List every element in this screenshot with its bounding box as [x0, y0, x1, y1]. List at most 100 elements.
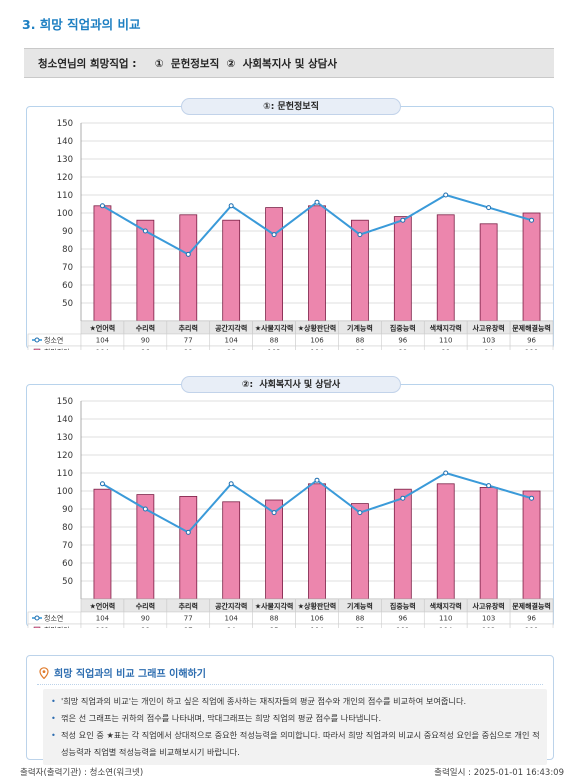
- data-label: 106: [310, 337, 324, 345]
- data-label: 110: [439, 337, 452, 345]
- legend-point-swatch: [34, 337, 40, 343]
- data-label: 101: [96, 627, 109, 629]
- bar: [522, 212, 541, 322]
- y-tick-label: 80: [62, 245, 73, 255]
- x-tick-label: 공간지각력: [215, 602, 247, 611]
- line-point: [185, 251, 191, 257]
- line-point: [185, 529, 191, 535]
- data-label: 96: [398, 615, 407, 623]
- x-tick-label: 집중능력: [390, 324, 416, 333]
- y-tick-label: 50: [62, 299, 73, 309]
- line-point: [228, 203, 234, 209]
- chart-panel-2: 50 60 70 80 90 100 110 120 130 140 150 ★언어력 수리력 추리력 공간…: [26, 384, 554, 629]
- bar: [222, 501, 241, 600]
- y-tick-label: 140: [57, 137, 73, 147]
- line-point: [142, 228, 148, 234]
- data-label: 96: [355, 349, 364, 351]
- footer-printer: 출력자(출력기관) : 청소연(워크넷): [20, 768, 144, 778]
- data-label: 104: [310, 349, 324, 351]
- data-label: 97: [184, 627, 193, 629]
- y-tick-label: 70: [62, 263, 73, 273]
- legend-point-swatch: [34, 615, 40, 621]
- data-label: 99: [184, 349, 193, 351]
- legend-bar-swatch: [33, 348, 41, 350]
- data-label: 104: [224, 615, 238, 623]
- x-tick-label: 기계능력: [347, 324, 373, 333]
- y-tick-label: 100: [57, 209, 73, 219]
- line-point: [99, 203, 105, 209]
- y-tick-label: 130: [57, 433, 73, 443]
- x-tick-label: 공간지각력: [215, 324, 247, 333]
- data-label: 88: [355, 615, 364, 623]
- data-label: 96: [227, 349, 236, 351]
- y-tick-label: 150: [57, 397, 73, 407]
- table-cell: [423, 345, 468, 350]
- data-label: 96: [527, 337, 536, 345]
- legend-label: 희망직업: [44, 626, 70, 629]
- bar: [222, 219, 241, 322]
- table-cell: [80, 623, 125, 628]
- bar: [265, 207, 283, 322]
- data-label: 100: [525, 627, 538, 629]
- bar: [479, 487, 498, 600]
- info-item-text: 꺾은 선 그래프는 귀하의 점수를 나타내며, 막대그래프는 희망 직업의 평균…: [61, 713, 382, 723]
- chart-svg-2: 50 60 70 80 90 100 110 120 130 140 150 ★언어력 수리력 추리력 공간…: [27, 397, 554, 629]
- line-point: [228, 481, 234, 487]
- x-tick-label: 사고유창력: [473, 324, 505, 333]
- legend-label: 희망직업: [44, 348, 70, 351]
- table-cell: [252, 623, 296, 628]
- line-point: [314, 199, 320, 205]
- table-cell: [80, 345, 125, 350]
- table-cell: [466, 345, 511, 350]
- info-divider: [37, 684, 543, 685]
- table-cell: [509, 345, 554, 350]
- y-tick-label: 150: [57, 119, 73, 129]
- data-label: 103: [482, 615, 495, 623]
- x-tick-label: ★사물지각력: [255, 324, 293, 333]
- line-point: [357, 510, 363, 516]
- data-label: 98: [398, 349, 407, 351]
- bar: [393, 488, 412, 600]
- table-cell: [338, 623, 382, 628]
- x-tick-label: 색채지각력: [430, 324, 462, 333]
- y-tick-label: 140: [57, 415, 73, 425]
- x-tick-label: 집중능력: [390, 602, 416, 611]
- data-label: 94: [484, 349, 493, 351]
- table-cell: [209, 623, 253, 628]
- data-label: 88: [270, 337, 279, 345]
- data-label: 103: [267, 349, 280, 351]
- x-tick-label: 문제해결능력: [512, 324, 551, 333]
- bar: [436, 214, 455, 322]
- chart-title-2: ②: 사회복지사 및 상담사: [181, 376, 401, 393]
- line-point: [486, 205, 492, 211]
- bar: [308, 205, 326, 322]
- x-tick-label: 사고유창력: [473, 602, 505, 611]
- data-label: 95: [270, 627, 279, 629]
- legend-cell: [27, 345, 82, 350]
- data-label: 104: [96, 615, 110, 623]
- table-cell: [423, 623, 468, 628]
- table-cell: [338, 345, 382, 350]
- table-cell: [209, 345, 253, 350]
- x-tick-label: ★언어력: [90, 324, 116, 333]
- line-point: [271, 232, 277, 238]
- bar: [93, 205, 112, 322]
- info-list: • '희망 직업과의 비교'는 개인이 하고 싶은 직업에 종사하는 재직자들의 …: [43, 689, 547, 765]
- data-label: 77: [184, 615, 193, 623]
- y-tick-label: 50: [62, 577, 73, 587]
- y-tick-label: 60: [62, 281, 73, 291]
- table-cell: [381, 345, 425, 350]
- line-point: [314, 477, 320, 483]
- table-cell: [252, 345, 296, 350]
- location-pin-icon: [39, 667, 49, 679]
- line-point: [529, 217, 535, 223]
- bar: [93, 488, 112, 600]
- info-item: • 적성 요인 중 ★표는 각 직업에서 상대적으로 중요한 적성능력을 의미합니…: [51, 730, 540, 757]
- data-label: 94: [227, 627, 236, 629]
- data-label: 88: [270, 615, 279, 623]
- line-point: [486, 483, 492, 489]
- chart-panel-1: 50 60 70 80 90 100 110 120 130 140 150 ★언어력 수리력 추리력 공간…: [26, 106, 554, 351]
- data-label: 106: [310, 615, 324, 623]
- data-label: 104: [96, 349, 110, 351]
- data-label: 77: [184, 337, 193, 345]
